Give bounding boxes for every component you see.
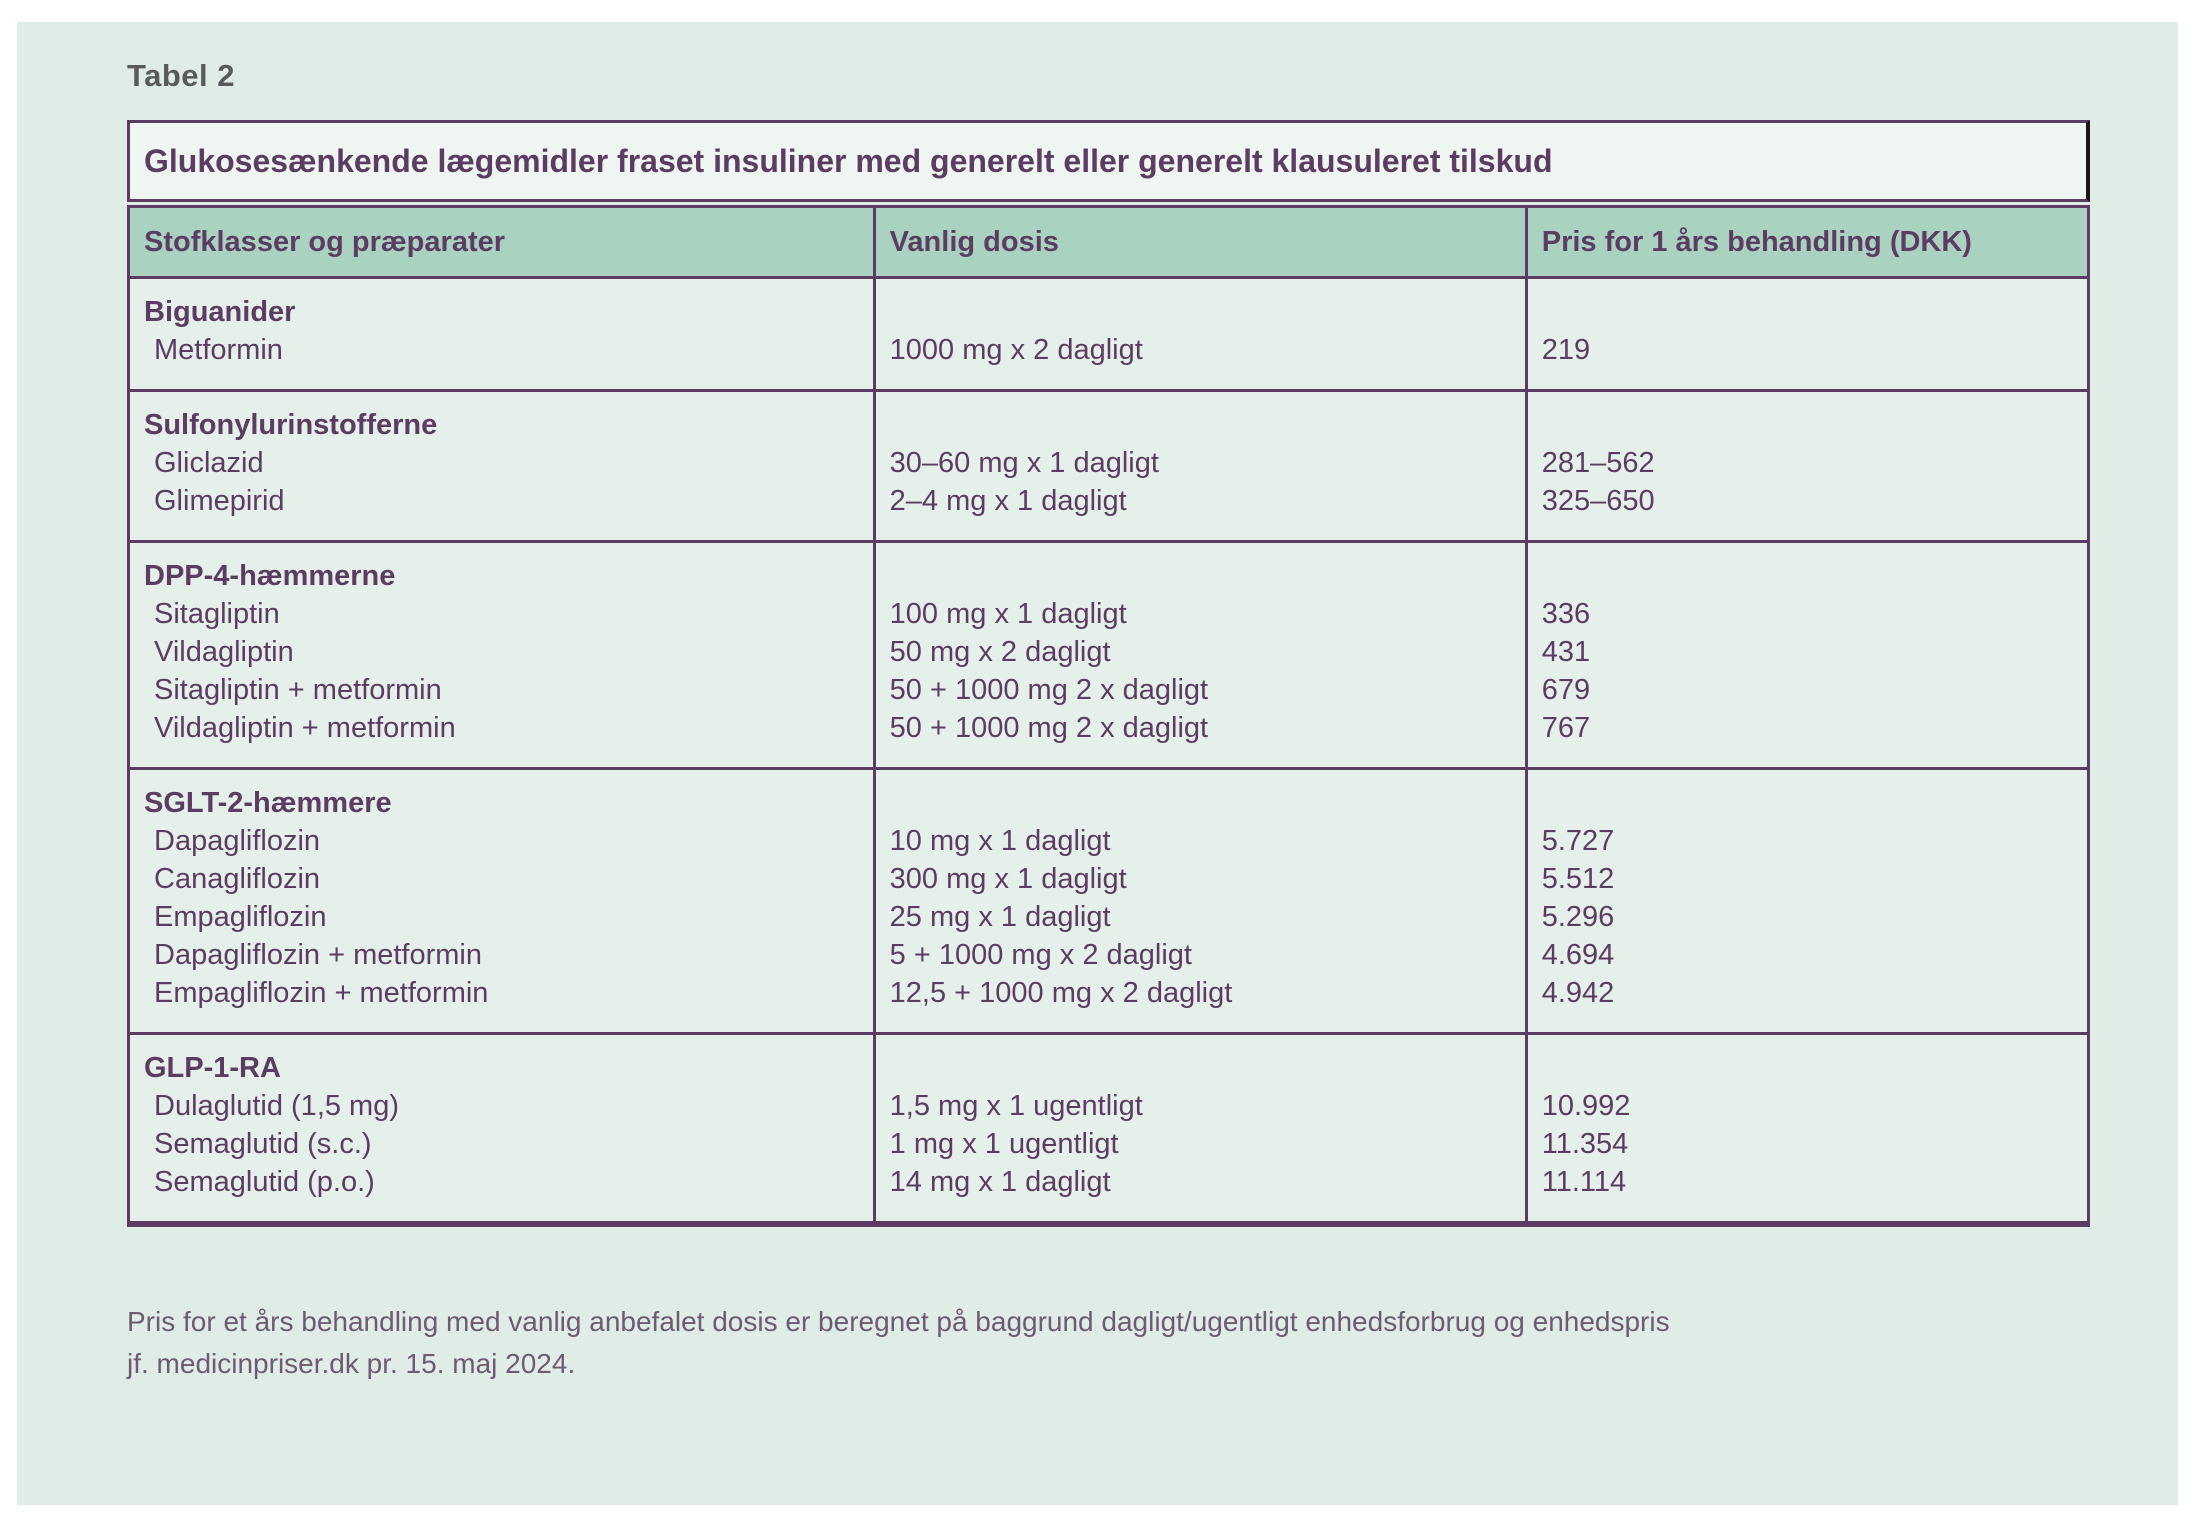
- drug-name: Vildagliptin + metformin: [154, 712, 456, 744]
- dose-value: 5 + 1000 mg x 2 dagligt: [889, 939, 1192, 971]
- drug-name: Dapagliflozin + metformin: [154, 939, 483, 971]
- table-section: DPP-4-hæmmerne Sitagliptin Vildagliptin Sit…: [130, 540, 2087, 767]
- table-section: Biguanider Metformin 1000 mg x 2 dagligt 21…: [130, 279, 2087, 389]
- pris-cell: 281–562 325–650: [1524, 392, 2087, 540]
- table-header-row: Stofklasser og præparater Vanlig dosis P…: [127, 205, 2090, 279]
- stofklasse-cell: Sulfonylurinstofferne Gliclazid Glimepirid: [130, 392, 873, 540]
- dosis-cell: 30–60 mg x 1 dagligt 2–4 mg x 1 dagligt: [872, 392, 1525, 540]
- dose-value: 12,5 + 1000 mg x 2 dagligt: [889, 977, 1233, 1009]
- dose-value: 14 mg x 1 dagligt: [889, 1166, 1111, 1198]
- stofklasse-cell: Biguanider Metformin: [130, 279, 873, 389]
- column-header-dosis: Vanlig dosis: [872, 208, 1525, 276]
- dose-value: 1,5 mg x 1 ugentligt: [889, 1090, 1143, 1122]
- figure-label: Tabel 2: [127, 58, 236, 93]
- footnote-line-2: jf. medicinpriser.dk pr. 15. maj 2024.: [127, 1348, 576, 1379]
- price-value: 431: [1541, 636, 1591, 668]
- footnote-line-1: Pris for et års behandling med vanlig an…: [127, 1306, 1670, 1337]
- drug-class-name: DPP-4-hæmmerne: [144, 560, 396, 592]
- price-value: 4.942: [1541, 977, 1615, 1009]
- table-section: Sulfonylurinstofferne Gliclazid Glimepirid…: [130, 389, 2087, 540]
- drug-name: Semaglutid (p.o.): [154, 1166, 375, 1198]
- table-title: Glukosesænkende lægemidler fraset insuli…: [144, 142, 1553, 179]
- column-header-pris: Pris for 1 års behandling (DKK): [1524, 208, 2087, 276]
- stofklasse-cell: GLP-1-RA Dulaglutid (1,5 mg) Semaglutid (s…: [130, 1035, 873, 1221]
- price-value: 5.296: [1541, 901, 1615, 933]
- dose-value: 2–4 mg x 1 dagligt: [889, 485, 1127, 517]
- stofklasse-cell: SGLT-2-hæmmere Dapagliflozin Canagliflozin…: [130, 770, 873, 1032]
- drug-name: Dulaglutid (1,5 mg): [154, 1090, 399, 1122]
- price-value: 281–562: [1541, 447, 1655, 479]
- dose-value: 300 mg x 1 dagligt: [889, 863, 1127, 895]
- drug-name: Dapagliflozin: [154, 825, 321, 857]
- drug-class-name: SGLT-2-hæmmere: [144, 787, 392, 819]
- drug-name: Gliclazid: [154, 447, 264, 479]
- drug-class-name: GLP-1-RA: [144, 1052, 281, 1084]
- dose-value: 1 mg x 1 ugentligt: [889, 1128, 1119, 1160]
- drug-name: Empagliflozin + metformin: [154, 977, 489, 1009]
- price-value: 10.992: [1541, 1090, 1631, 1122]
- dose-value: 25 mg x 1 dagligt: [889, 901, 1111, 933]
- price-value: 4.694: [1541, 939, 1615, 971]
- drug-name: Sitagliptin: [154, 598, 280, 630]
- price-value: 325–650: [1541, 485, 1655, 517]
- column-header-stofklasser: Stofklasser og præparater: [144, 225, 506, 258]
- price-value: 219: [1541, 334, 1591, 366]
- dosis-cell: 10 mg x 1 dagligt 300 mg x 1 dagligt 25 mg…: [872, 770, 1525, 1032]
- price-value: 11.354: [1541, 1128, 1629, 1160]
- pris-cell: 5.727 5.512 5.296 4.694 4.942: [1524, 770, 2087, 1032]
- table-section: GLP-1-RA Dulaglutid (1,5 mg) Semaglutid (s…: [130, 1032, 2087, 1221]
- pris-cell: 219: [1524, 279, 2087, 389]
- drug-name: Sitagliptin + metformin: [154, 674, 442, 706]
- table-section: SGLT-2-hæmmere Dapagliflozin Canagliflozin…: [130, 767, 2087, 1032]
- price-value: 336: [1541, 598, 1591, 630]
- pris-cell: 336 431 679 767: [1524, 543, 2087, 767]
- drug-class-name: Sulfonylurinstofferne: [144, 409, 438, 441]
- dose-value: 1000 mg x 2 dagligt: [889, 334, 1143, 366]
- drug-name: Canagliflozin: [154, 863, 321, 895]
- dose-value: 50 + 1000 mg 2 x dagligt: [889, 674, 1209, 706]
- dosis-cell: 1,5 mg x 1 ugentligt 1 mg x 1 ugentligt 14…: [872, 1035, 1525, 1221]
- dose-value: 10 mg x 1 dagligt: [889, 825, 1111, 857]
- drug-name: Semaglutid (s.c.): [154, 1128, 372, 1160]
- stofklasse-cell: DPP-4-hæmmerne Sitagliptin Vildagliptin Sit…: [130, 543, 873, 767]
- price-value: 11.114: [1541, 1166, 1627, 1198]
- table-title-bar: Glukosesænkende lægemidler fraset insuli…: [127, 120, 2090, 202]
- pris-cell: 10.992 11.354 11.114: [1524, 1035, 2087, 1221]
- drug-name: Empagliflozin: [154, 901, 327, 933]
- dosis-cell: 100 mg x 1 dagligt 50 mg x 2 dagligt 50 + …: [872, 543, 1525, 767]
- footnote: Pris for et års behandling med vanlig an…: [127, 1301, 2090, 1385]
- price-value: 5.727: [1541, 825, 1615, 857]
- drug-name: Metformin: [154, 334, 283, 366]
- price-value: 767: [1541, 712, 1591, 744]
- dose-value: 50 + 1000 mg 2 x dagligt: [889, 712, 1209, 744]
- drug-name: Glimepirid: [154, 485, 285, 517]
- drug-name: Vildagliptin: [154, 636, 294, 668]
- dose-value: 100 mg x 1 dagligt: [889, 598, 1127, 630]
- table-body: Biguanider Metformin 1000 mg x 2 dagligt 21…: [127, 279, 2090, 1227]
- price-value: 679: [1541, 674, 1591, 706]
- dosis-cell: 1000 mg x 2 dagligt: [872, 279, 1525, 389]
- dose-value: 30–60 mg x 1 dagligt: [889, 447, 1159, 479]
- drug-class-name: Biguanider: [144, 296, 296, 328]
- dose-value: 50 mg x 2 dagligt: [889, 636, 1111, 668]
- figure-canvas: Tabel 2 Glukosesænkende lægemidler frase…: [17, 22, 2178, 1505]
- price-value: 5.512: [1541, 863, 1615, 895]
